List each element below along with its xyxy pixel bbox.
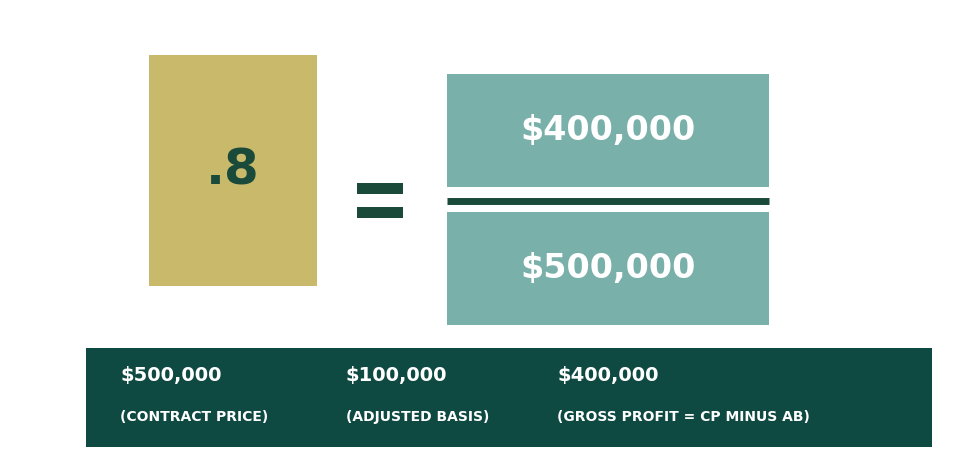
Text: (GROSS PROFIT = CP MINUS AB): (GROSS PROFIT = CP MINUS AB) (557, 410, 810, 424)
FancyBboxPatch shape (447, 212, 769, 325)
Text: $400,000: $400,000 (557, 366, 659, 385)
FancyBboxPatch shape (149, 55, 317, 286)
Text: $500,000: $500,000 (120, 366, 222, 385)
Text: $100,000: $100,000 (346, 366, 448, 385)
Text: (ADJUSTED BASIS): (ADJUSTED BASIS) (346, 410, 489, 424)
FancyBboxPatch shape (357, 207, 403, 218)
FancyBboxPatch shape (357, 183, 403, 194)
Text: $400,000: $400,000 (520, 114, 696, 147)
FancyBboxPatch shape (86, 348, 932, 447)
Text: $500,000: $500,000 (520, 252, 696, 285)
Text: (CONTRACT PRICE): (CONTRACT PRICE) (120, 410, 268, 424)
FancyBboxPatch shape (447, 74, 769, 187)
Text: .8: .8 (207, 147, 259, 195)
